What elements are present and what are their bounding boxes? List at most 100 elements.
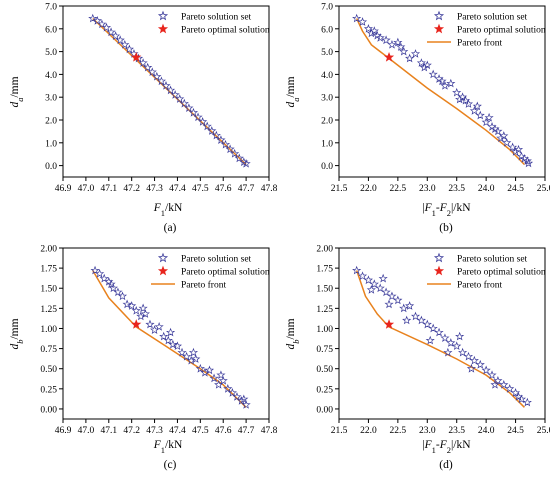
x-tick-label: 47.2 <box>123 426 140 436</box>
solution-set-point <box>405 301 415 310</box>
y-tick-label: 3.0 <box>321 94 333 104</box>
solution-set-point <box>138 303 148 313</box>
y-axis-label-part: d <box>285 344 297 350</box>
solution-set-point <box>446 78 456 88</box>
solution-set-point <box>147 67 157 76</box>
y-tick-label: 1.0 <box>45 139 57 149</box>
solution-set-point <box>481 365 491 375</box>
x-axis-label-part: 1 <box>432 208 436 218</box>
y-axis-label-part: /mm <box>285 76 297 97</box>
solution-set-point <box>209 373 219 383</box>
x-tick-label: 25.0 <box>537 184 550 194</box>
solution-set-point <box>505 384 515 393</box>
solution-set-point <box>511 388 521 397</box>
solution-set-point <box>127 301 137 310</box>
y-axis-label: da/mm <box>285 76 301 107</box>
x-tick-label: 47.4 <box>169 184 186 194</box>
x-tick-label: 24.5 <box>507 426 524 436</box>
solution-set-point <box>472 101 482 111</box>
solution-set-point <box>405 53 415 63</box>
solution-set-point <box>156 76 166 86</box>
solution-set-point <box>513 392 524 401</box>
solution-set-point <box>375 33 385 42</box>
solution-set-point <box>115 35 125 45</box>
solution-set-point <box>216 370 226 380</box>
solution-set-point <box>111 31 121 40</box>
solution-set-point <box>410 49 421 58</box>
solution-set-point <box>108 283 118 293</box>
x-tick-label: 24.0 <box>478 426 495 436</box>
panel-caption: (c) <box>164 459 177 471</box>
solution-set-point <box>175 94 185 103</box>
x-tick-label: 21.5 <box>331 184 348 194</box>
solution-set-point <box>452 341 462 351</box>
legend-solution-swatch <box>157 252 169 263</box>
solution-set-point <box>387 291 397 301</box>
solution-set-point <box>227 388 237 397</box>
solution-set-point <box>106 27 116 37</box>
solution-set-point <box>113 287 123 297</box>
solution-set-point <box>131 305 141 315</box>
y-axis-label-part: /mm <box>9 318 21 339</box>
y-tick-label: 0.00 <box>316 405 333 415</box>
y-tick-label: 0.75 <box>316 345 333 355</box>
chart-panel-3: 46.9 47.0 47.1 47.2 47.3 47.4 47.5 47.6 47.7 47.8… <box>9 245 278 472</box>
solution-set-point <box>211 130 221 140</box>
panel-caption: (d) <box>439 459 453 471</box>
solution-set-point <box>191 354 201 363</box>
y-axis-label-part: d <box>9 102 21 108</box>
optimal-solution-point <box>131 319 142 329</box>
x-tick-label: 47.7 <box>238 426 255 436</box>
x-tick-label: 47.2 <box>123 184 140 194</box>
x-tick-label: 47.7 <box>238 184 255 194</box>
solution-set-point <box>455 94 465 104</box>
solution-set-point <box>428 69 438 79</box>
solution-set-point <box>152 71 162 81</box>
solution-set-point <box>381 287 391 297</box>
y-axis-label-part: a <box>291 98 301 102</box>
solution-set-point <box>363 24 373 33</box>
y-tick-label: 6.0 <box>321 25 333 35</box>
solution-set-point <box>143 62 153 72</box>
solution-set-point <box>177 347 187 357</box>
solution-set-point <box>399 46 409 56</box>
x-tick-label: 47.1 <box>100 184 117 194</box>
x-axis-label-part: |/kN <box>451 202 471 214</box>
solution-set-point <box>493 126 503 136</box>
x-axis-label-part: /kN <box>165 439 183 451</box>
legend-solution-swatch <box>157 10 169 21</box>
solution-set-point <box>168 339 178 349</box>
solution-set-point <box>387 39 397 49</box>
solution-set-point <box>220 139 231 149</box>
solution-set-point <box>516 394 527 404</box>
solution-set-point <box>188 107 199 117</box>
y-tick-label: 0.50 <box>316 365 333 375</box>
x-tick-label: 47.0 <box>78 184 95 194</box>
solution-set-point <box>195 363 205 373</box>
solution-set-point <box>145 319 155 329</box>
x-tick-label: 24.0 <box>478 184 495 194</box>
solution-set-point <box>232 392 242 401</box>
solution-set-point <box>458 92 468 102</box>
y-tick-label: 0.0 <box>45 162 57 172</box>
x-tick-label: 46.9 <box>55 426 72 436</box>
plot-frame <box>338 5 546 178</box>
solution-set-point <box>384 299 394 309</box>
chart-panel-2: 21.522.022.523.023.524.024.525.00.01.02.… <box>285 3 550 235</box>
y-tick-label: 1.00 <box>316 325 333 335</box>
solution-set-point <box>502 138 512 147</box>
legend-label: Pareto optimal solution <box>181 268 270 278</box>
x-axis-label-part: |/kN <box>451 439 471 451</box>
x-tick-label: 47.6 <box>215 426 232 436</box>
x-tick-label: 22.0 <box>360 184 377 194</box>
solution-set-point <box>458 347 468 357</box>
solution-set-point <box>202 121 212 131</box>
y-tick-label: 5.0 <box>321 48 333 58</box>
panel-caption: (b) <box>439 222 453 234</box>
solution-set-point <box>422 60 432 70</box>
y-tick-label: 0.75 <box>40 345 57 355</box>
solution-set-point <box>443 347 453 357</box>
solution-set-point <box>375 283 385 293</box>
x-tick-label: 47.4 <box>169 426 186 436</box>
y-tick-label: 3.0 <box>45 94 57 104</box>
